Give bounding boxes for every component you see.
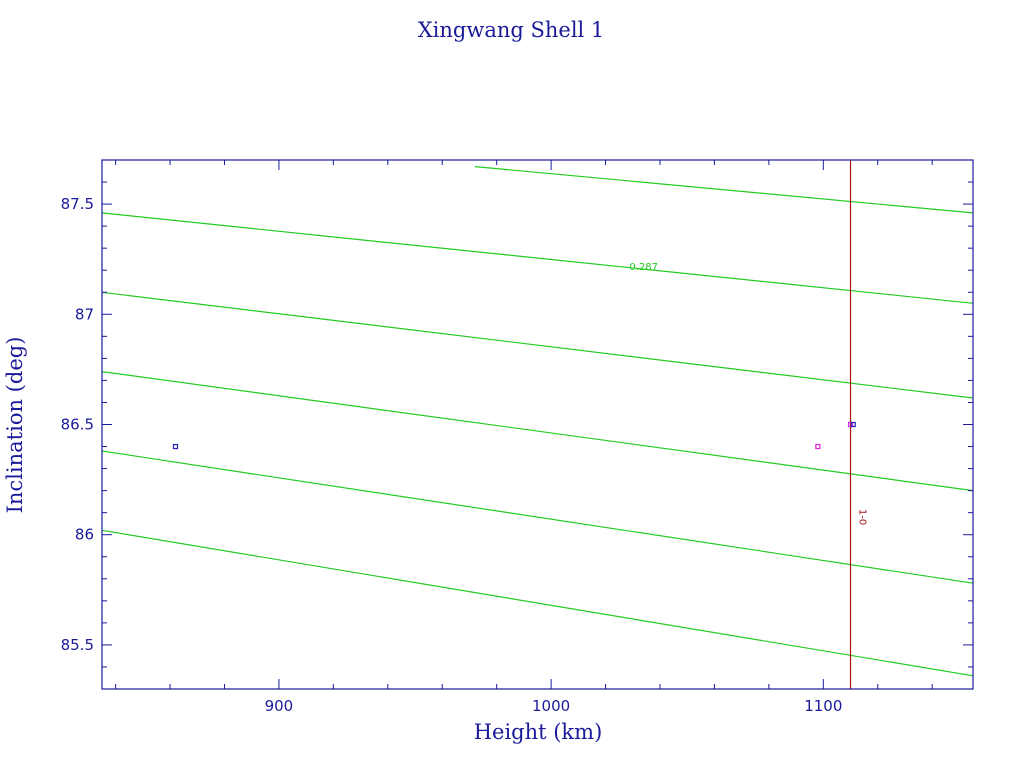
plot-frame [101,159,974,690]
data-marker-1 [172,443,179,450]
x-tick-label-900: 900 [265,697,294,715]
contour-line-5 [101,450,974,584]
chart-title: Xingwang Shell 1 [418,18,605,42]
y-tick-label-85-5: 85.5 [61,636,94,654]
data-marker-2 [815,443,821,450]
y-axis-label: Inclination (deg) [3,337,27,514]
contour-line-6 [101,529,974,677]
data-marker-4 [850,421,856,428]
plot-area: 0.287 1-0 900 1000 1100 85.5 86 86.5 87 87.5 [61,159,974,715]
contour-line-3 [101,291,974,399]
y-tick-label-86-5: 86.5 [61,416,94,434]
contour-line-2 [101,212,974,304]
y-tick-label-87-5: 87.5 [61,195,94,213]
contour-line-1 [474,166,974,214]
y-tick-label-87: 87 [75,305,94,323]
x-axis-label: Height (km) [474,720,603,744]
data-marker-3 [847,421,854,428]
x-tick-label-1100: 1100 [804,697,842,715]
contour-label-1: 0.287 [629,262,658,273]
y-tick-label-86: 86 [75,526,94,544]
x-tick-label-1000: 1000 [532,697,570,715]
reference-line-label-1: 1-0 [857,509,868,525]
contour-line-4 [101,371,974,492]
